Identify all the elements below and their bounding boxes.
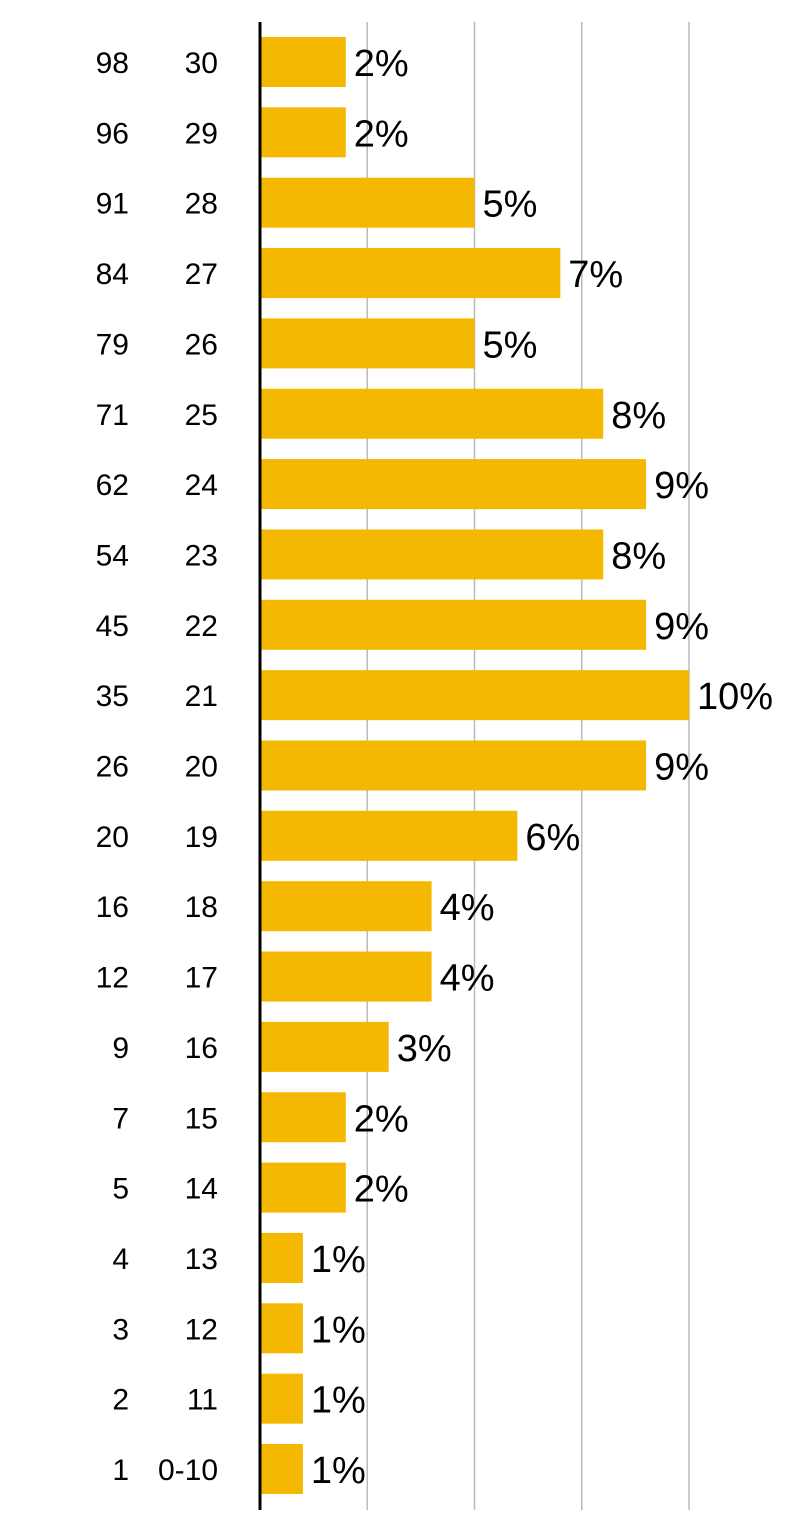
data-label: 4% <box>440 887 495 929</box>
data-label: 2% <box>354 1169 409 1211</box>
percentile-label: 96 <box>96 117 129 150</box>
percentile-label: 1 <box>112 1454 129 1487</box>
percentile-label: 45 <box>96 610 129 643</box>
percentile-label: 20 <box>96 821 129 854</box>
percentile-label: 71 <box>96 399 129 432</box>
data-label: 1% <box>311 1450 366 1492</box>
bar <box>260 37 346 87</box>
percentile-label: 91 <box>96 188 129 221</box>
bar <box>260 599 647 650</box>
data-label: 7% <box>568 254 623 296</box>
category-label: 18 <box>185 891 218 924</box>
data-label: 5% <box>483 324 538 366</box>
percentile-label: 98 <box>96 47 129 80</box>
percentile-label: 26 <box>96 751 129 784</box>
bar <box>260 318 475 369</box>
percentile-label: 62 <box>96 469 129 502</box>
category-label: 29 <box>185 117 218 150</box>
bar <box>260 529 604 580</box>
data-label: 1% <box>311 1309 366 1351</box>
percentile-label: 7 <box>112 1102 129 1135</box>
bar <box>260 459 647 510</box>
bar <box>260 388 604 439</box>
data-label: 6% <box>525 817 580 859</box>
bar <box>260 1021 389 1072</box>
category-label: 16 <box>185 1032 218 1065</box>
bar <box>260 810 518 861</box>
category-label: 14 <box>185 1173 218 1206</box>
percentile-label: 84 <box>96 258 129 291</box>
data-label: 1% <box>311 1380 366 1422</box>
bar <box>260 670 689 721</box>
category-label: 12 <box>185 1313 218 1346</box>
category-label: 15 <box>185 1102 218 1135</box>
bar <box>260 1303 303 1354</box>
bar <box>260 881 432 932</box>
percentile-label: 16 <box>96 891 129 924</box>
bar <box>260 1162 346 1213</box>
bar <box>260 740 647 791</box>
category-label: 21 <box>185 680 218 713</box>
category-label: 27 <box>185 258 218 291</box>
percentile-label: 12 <box>96 962 129 995</box>
category-label: 13 <box>185 1243 218 1276</box>
bar <box>260 1373 303 1424</box>
data-label: 9% <box>654 747 709 789</box>
data-label: 9% <box>654 465 709 507</box>
category-label: 25 <box>185 399 218 432</box>
category-labels: 30 29 28 27 26 25 24 23 22 21 20 19 18 17 16 15 14 13 12 11… <box>158 47 218 1487</box>
data-label: 10% <box>697 676 773 718</box>
data-label: 3% <box>397 1028 452 1070</box>
bar <box>260 1232 303 1283</box>
bar <box>260 1444 303 1494</box>
data-label: 2% <box>354 43 409 85</box>
percentile-label: 5 <box>112 1173 129 1206</box>
data-labels: 2% 2% 5% 7% 5% 8% 9% 8% 9% 10% 9% 6% 4% 4% 3% 2% 2% 1% 1% 1… <box>311 43 773 1492</box>
bar <box>260 1092 346 1143</box>
percentile-label: 2 <box>112 1384 129 1417</box>
data-label: 9% <box>654 606 709 648</box>
data-label: 8% <box>611 395 666 437</box>
percentile-label: 3 <box>112 1313 129 1346</box>
category-label: 22 <box>185 610 218 643</box>
category-label: 30 <box>185 47 218 80</box>
category-label: 19 <box>185 821 218 854</box>
data-label: 4% <box>440 958 495 1000</box>
data-label: 8% <box>611 535 666 577</box>
bar <box>260 248 561 299</box>
bar <box>260 177 475 228</box>
bar <box>260 107 346 158</box>
data-label: 5% <box>483 184 538 226</box>
category-label: 26 <box>185 328 218 361</box>
category-label: 24 <box>185 469 218 502</box>
percentile-label: 79 <box>96 328 129 361</box>
category-label: 28 <box>185 188 218 221</box>
bar-series <box>260 37 689 1494</box>
percentile-label: 35 <box>96 680 129 713</box>
percentile-label: 4 <box>112 1243 129 1276</box>
percentile-label: 9 <box>112 1032 129 1065</box>
category-label: 0-10 <box>158 1454 218 1487</box>
percentile-label: 54 <box>96 539 129 572</box>
category-label: 17 <box>185 962 218 995</box>
data-label: 2% <box>354 1098 409 1140</box>
category-label: 23 <box>185 539 218 572</box>
bar <box>260 951 432 1002</box>
data-label: 2% <box>354 113 409 155</box>
data-label: 1% <box>311 1239 366 1281</box>
category-label: 20 <box>185 751 218 784</box>
category-label: 11 <box>187 1384 218 1417</box>
